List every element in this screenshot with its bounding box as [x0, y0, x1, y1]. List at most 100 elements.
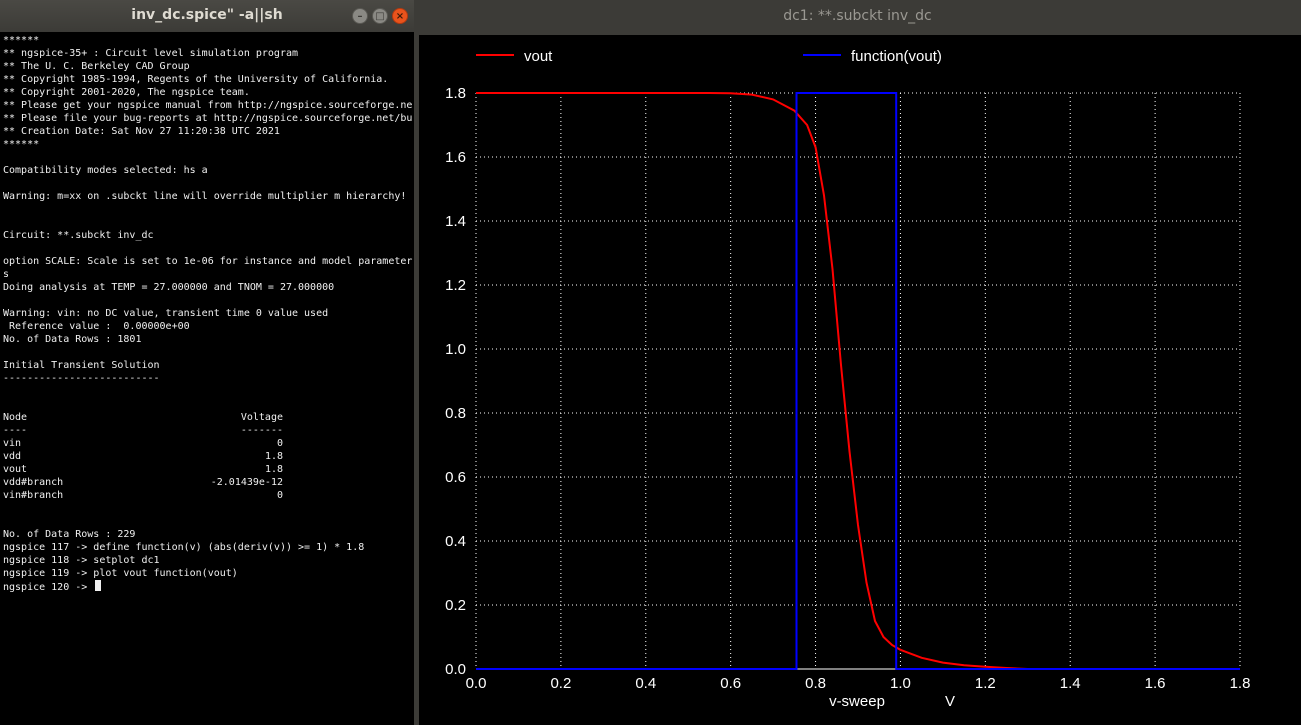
- x-axis-label: v-sweep: [829, 693, 885, 710]
- terminal-line-text: Compatibility modes selected: hs a: [3, 165, 208, 176]
- close-button[interactable]: ×: [392, 8, 408, 24]
- y-tick-label: 0.0: [445, 661, 466, 678]
- terminal-line: [3, 216, 414, 229]
- terminal-line: vdd#branch -2.01439e-12: [3, 476, 414, 489]
- y-tick-label: 1.6: [445, 149, 466, 166]
- terminal-line: ngspice 120 ->: [3, 580, 414, 593]
- terminal-line-text: Warning: vin: no DC value, transient tim…: [3, 308, 329, 319]
- terminal-value: 0: [276, 438, 283, 449]
- terminal-value: -------: [240, 425, 283, 436]
- terminal-line: No. of Data Rows : 1801: [3, 333, 414, 346]
- terminal-line-text: Doing analysis at TEMP = 27.000000 and T…: [3, 282, 335, 293]
- minimize-button[interactable]: –: [352, 8, 368, 24]
- terminal-line: ** Copyright 1985-1994, Regents of the U…: [3, 73, 414, 86]
- terminal-value: Voltage: [240, 412, 283, 423]
- terminal-line: [3, 385, 414, 398]
- terminal-line-text: ** Copyright 1985-1994, Regents of the U…: [3, 74, 389, 85]
- terminal-line-text: Node: [3, 412, 28, 423]
- terminal-line: ngspice 118 -> setplot dc1: [3, 554, 414, 567]
- terminal-line: [3, 294, 414, 307]
- plot-window-title: dc1: **.subckt inv_dc: [783, 8, 932, 24]
- x-tick-label: 0.2: [550, 675, 571, 692]
- y-tick-label: 1.0: [445, 341, 466, 358]
- terminal-line-text: ngspice 119 -> plot vout function(vout): [3, 568, 238, 579]
- y-tick-label: 0.6: [445, 469, 466, 486]
- x-tick-label: 0.4: [635, 675, 656, 692]
- x-tick-label: 0.0: [466, 675, 487, 692]
- terminal-line: ** ngspice-35+ : Circuit level simulatio…: [3, 47, 414, 60]
- terminal-line-text: vdd: [3, 451, 22, 462]
- terminal-line-text: ******: [3, 139, 40, 150]
- terminal-line: Circuit: **.subckt inv_dc: [3, 229, 414, 242]
- terminal-line-text: option SCALE: Scale is set to 1e-06 for …: [3, 256, 413, 267]
- terminal-title: inv_dc.spice" -a||sh: [131, 7, 283, 23]
- terminal-line: option SCALE: Scale is set to 1e-06 for …: [3, 255, 414, 268]
- terminal-line: vout 1.8: [3, 463, 414, 476]
- terminal-line-text: ngspice 120 ->: [3, 582, 94, 593]
- terminal-line: Compatibility modes selected: hs a: [3, 164, 414, 177]
- terminal-line: Doing analysis at TEMP = 27.000000 and T…: [3, 281, 414, 294]
- terminal-line: Warning: vin: no DC value, transient tim…: [3, 307, 414, 320]
- terminal-line-text: ** ngspice-35+ : Circuit level simulatio…: [3, 48, 299, 59]
- x-tick-label: 0.8: [805, 675, 826, 692]
- terminal-line-text: vin: [3, 438, 22, 449]
- y-tick-label: 0.4: [445, 533, 466, 550]
- terminal-line: ** Please file your bug-reports at http:…: [3, 112, 414, 125]
- x-tick-label: 1.6: [1145, 675, 1166, 692]
- terminal-line: ******: [3, 34, 414, 47]
- x-tick-label: 1.4: [1060, 675, 1081, 692]
- y-tick-label: 1.2: [445, 277, 466, 294]
- terminal-line-text: ngspice 117 -> define function(v) (abs(d…: [3, 542, 365, 553]
- terminal-line: ngspice 117 -> define function(v) (abs(d…: [3, 541, 414, 554]
- terminal-line: ---- -------: [3, 424, 414, 437]
- terminal-line-text: ** Please get your ngspice manual from h…: [3, 100, 413, 111]
- terminal-line: s: [3, 268, 414, 281]
- terminal-line: ** Copyright 2001-2020, The ngspice team…: [3, 86, 414, 99]
- terminal-line-text: ngspice 118 -> setplot dc1: [3, 555, 160, 566]
- plot-canvas: 0.0 0.2 0.4 0.6 0.8 1.0 1.2 1.4 1.6 1.8 0.0 0.2 0.4 0…: [419, 35, 1301, 725]
- plot-background: [419, 35, 1301, 725]
- terminal-line: vin#branch 0: [3, 489, 414, 502]
- x-axis-unit: V: [945, 693, 955, 710]
- terminal-line: vin 0: [3, 437, 414, 450]
- terminal-titlebar[interactable]: inv_dc.spice" -a||sh – □ ×: [0, 0, 414, 32]
- terminal-output[interactable]: ****** ** ngspice-35+ : Circuit level sim…: [3, 34, 414, 725]
- terminal-line: Initial Transient Solution: [3, 359, 414, 372]
- terminal-line-text: No. of Data Rows : 1801: [3, 334, 142, 345]
- maximize-button[interactable]: □: [372, 8, 388, 24]
- terminal-line-text: vin#branch: [3, 490, 64, 501]
- terminal-line-text: Circuit: **.subckt inv_dc: [3, 230, 154, 241]
- plot-window[interactable]: 0.0 0.2 0.4 0.6 0.8 1.0 1.2 1.4 1.6 1.8 0.0 0.2 0.4 0…: [419, 35, 1301, 725]
- terminal-cursor[interactable]: [95, 580, 102, 591]
- terminal-line-text: Reference value : 0.00000e+00: [3, 321, 190, 332]
- terminal-line-text: vdd#branch: [3, 477, 64, 488]
- terminal-line-text: Warning: m=xx on .subckt line will overr…: [3, 191, 407, 202]
- terminal-line: [3, 515, 414, 528]
- terminal-window[interactable]: inv_dc.spice" -a||sh – □ × ****** ** ngsp…: [0, 0, 414, 725]
- terminal-line: [3, 203, 414, 216]
- plot-titlebar[interactable]: dc1: **.subckt inv_dc: [414, 0, 1301, 32]
- terminal-line-text: No. of Data Rows : 229: [3, 529, 136, 540]
- terminal-line: [3, 177, 414, 190]
- terminal-line-text: Initial Transient Solution: [3, 360, 160, 371]
- legend-label: function(vout): [851, 48, 942, 65]
- terminal-line: [3, 398, 414, 411]
- terminal-line: [3, 502, 414, 515]
- terminal-value: -2.01439e-12: [210, 477, 283, 488]
- terminal-line: [3, 151, 414, 164]
- terminal-value: 1.8: [264, 451, 283, 462]
- terminal-line: Reference value : 0.00000e+00: [3, 320, 414, 333]
- terminal-line: No. of Data Rows : 229: [3, 528, 414, 541]
- terminal-line: vdd 1.8: [3, 450, 414, 463]
- terminal-line-text: ** Copyright 2001-2020, The ngspice team…: [3, 87, 250, 98]
- terminal-line-text: s: [3, 269, 10, 280]
- terminal-line-text: ******: [3, 35, 40, 46]
- terminal-line: ******: [3, 138, 414, 151]
- legend-label: vout: [524, 48, 553, 65]
- x-tick-label: 0.6: [720, 675, 741, 692]
- terminal-line-text: ** The U. C. Berkeley CAD Group: [3, 61, 190, 72]
- y-tick-label: 1.4: [445, 213, 466, 230]
- terminal-line: Warning: m=xx on .subckt line will overr…: [3, 190, 414, 203]
- x-tick-label: 1.0: [890, 675, 911, 692]
- terminal-line-text: ** Please file your bug-reports at http:…: [3, 113, 413, 124]
